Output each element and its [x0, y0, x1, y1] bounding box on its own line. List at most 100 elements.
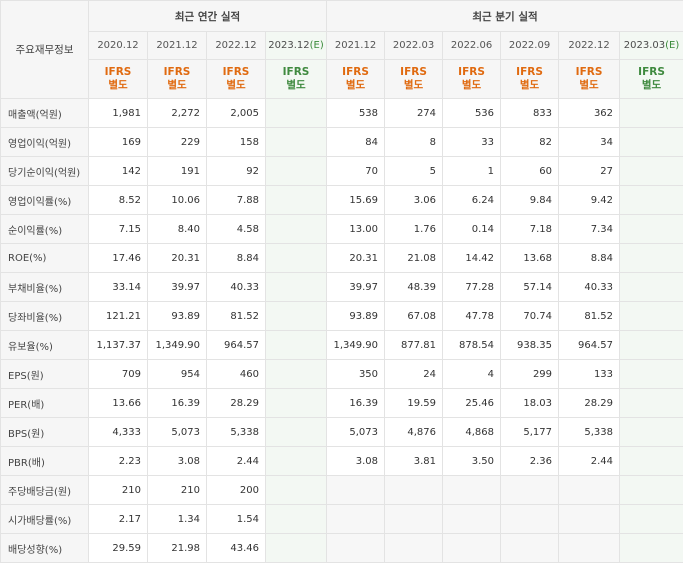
quarter-value-cell — [384, 533, 444, 563]
annual-value-cell — [264, 533, 328, 563]
ifrs-top-text: IFRS — [400, 66, 427, 78]
estimate-marker: (E) — [665, 40, 680, 51]
annual-value-cell — [264, 185, 328, 215]
annual-value-cell — [264, 127, 328, 157]
ifrs-top-text: IFRS — [342, 66, 369, 78]
row-label: 당기순이익(억원) — [0, 156, 89, 186]
annual-value-cell: 210 — [88, 475, 148, 505]
quarter-value-cell: 3.50 — [442, 446, 502, 476]
row-header: 주요재무정보 — [0, 0, 89, 99]
quarter-value-cell: 538 — [326, 98, 386, 128]
quarter-value-cell: 536 — [442, 98, 502, 128]
ifrs-top-text: IFRS — [163, 66, 191, 78]
row-label: 매출액(억원) — [0, 98, 89, 128]
quarter-value-cell — [500, 533, 560, 563]
quarter-period-header: 2022.06 — [442, 31, 502, 60]
quarter-value-cell: 274 — [384, 98, 444, 128]
table-row: 순이익률(%) 7.15 8.40 4.58 13.00 1.76 0.14 7.18 7.34 — [0, 214, 683, 244]
quarter-value-cell: 5,338 — [558, 417, 621, 447]
table-row: PBR(배) 2.23 3.08 2.44 3.08 3.81 3.50 2.36 2.44 — [0, 446, 683, 476]
annual-value-cell: 33.14 — [88, 272, 148, 302]
annual-value-cell: 39.97 — [147, 272, 207, 302]
quarter-value-cell: 6.24 — [442, 185, 502, 215]
quarter-value-cell: 21.08 — [384, 243, 444, 273]
quarter-value-cell: 350 — [326, 359, 386, 389]
quarter-value-cell — [500, 504, 560, 534]
quarter-value-cell: 7.34 — [558, 214, 621, 244]
annual-value-cell: 964.57 — [206, 330, 266, 360]
annual-value-cell: 169 — [88, 127, 148, 157]
quarter-value-cell: 2.36 — [500, 446, 560, 476]
row-label: 시가배당률(%) — [0, 504, 89, 534]
annual-value-cell: 81.52 — [206, 301, 266, 331]
quarter-value-cell: 93.89 — [326, 301, 386, 331]
ifrs-bottom-text: 별도 — [345, 79, 366, 91]
quarter-value-cell: 7.18 — [500, 214, 560, 244]
quarter-value-cell: 19.59 — [384, 388, 444, 418]
row-label: 배당성향(%) — [0, 533, 89, 563]
row-label: 주당배당금(원) — [0, 475, 89, 505]
annual-value-cell — [264, 475, 328, 505]
quarter-value-cell: 1,349.90 — [326, 330, 386, 360]
annual-value-cell — [264, 417, 328, 447]
ifrs-top-text: IFRS — [516, 66, 543, 78]
ifrs-bottom-text: 별도 — [461, 79, 482, 91]
quarter-period-header: 2022.03 — [384, 31, 444, 60]
quarter-value-cell: 964.57 — [558, 330, 621, 360]
ifrs-top-text: IFRS — [575, 66, 603, 78]
annual-value-cell — [264, 504, 328, 534]
ifrs-label: IFRS 별도 — [147, 59, 207, 99]
annual-value-cell: 142 — [88, 156, 148, 186]
quarter-value-cell — [619, 388, 683, 418]
ifrs-top-text: IFRS — [638, 66, 665, 78]
annual-value-cell: 93.89 — [147, 301, 207, 331]
quarter-value-cell — [619, 475, 683, 505]
annual-value-cell: 1,349.90 — [147, 330, 207, 360]
quarter-value-cell — [619, 417, 683, 447]
ifrs-bottom-text: 별도 — [226, 79, 246, 91]
quarter-value-cell: 40.33 — [558, 272, 621, 302]
quarter-value-cell: 133 — [558, 359, 621, 389]
quarter-value-cell — [619, 359, 683, 389]
row-label: 영업이익률(%) — [0, 185, 89, 215]
quarter-value-cell: 82 — [500, 127, 560, 157]
quarter-value-cell — [619, 243, 683, 273]
table-row: 영업이익률(%) 8.52 10.06 7.88 15.69 3.06 6.24 9.84 9.… — [0, 185, 683, 215]
quarter-value-cell — [326, 504, 386, 534]
quarter-value-cell — [558, 533, 621, 563]
annual-value-cell: 2.44 — [206, 446, 266, 476]
annual-value-cell: 28.29 — [206, 388, 266, 418]
annual-value-cell: 29.59 — [88, 533, 148, 563]
quarter-value-cell: 5,177 — [500, 417, 560, 447]
ifrs-label: IFRS 별도 — [558, 59, 621, 99]
quarter-value-cell: 77.28 — [442, 272, 502, 302]
annual-value-cell: 460 — [206, 359, 266, 389]
row-label: 부채비율(%) — [0, 272, 89, 302]
annual-value-cell: 13.66 — [88, 388, 148, 418]
row-label: PBR(배) — [0, 446, 89, 476]
quarter-value-cell: 39.97 — [326, 272, 386, 302]
quarter-value-cell — [619, 272, 683, 302]
quarter-value-cell: 70 — [326, 156, 386, 186]
table-row: EPS(원) 709 954 460 350 24 4 299 133 — [0, 359, 683, 389]
ifrs-label: IFRS 별도 — [206, 59, 266, 99]
annual-value-cell: 1,137.37 — [88, 330, 148, 360]
quarter-value-cell: 1 — [442, 156, 502, 186]
annual-value-cell: 8.40 — [147, 214, 207, 244]
ifrs-bottom-text: 별도 — [167, 79, 187, 91]
annual-value-cell: 191 — [147, 156, 207, 186]
quarter-value-cell: 16.39 — [326, 388, 386, 418]
quarter-value-cell — [326, 533, 386, 563]
quarter-value-cell: 5 — [384, 156, 444, 186]
annual-value-cell: 4,333 — [88, 417, 148, 447]
annual-value-cell: 3.08 — [147, 446, 207, 476]
annual-value-cell — [264, 98, 328, 128]
quarter-value-cell: 299 — [500, 359, 560, 389]
ifrs-bottom-text: 별도 — [579, 79, 599, 91]
annual-period-header: 2021.12 — [147, 31, 207, 60]
quarter-period-header: 2022.09 — [500, 31, 560, 60]
annual-period-header: 2022.12 — [206, 31, 266, 60]
quarter-value-cell — [500, 475, 560, 505]
quarter-group-header: 최근 분기 실적 — [326, 0, 683, 32]
table-row: 영업이익(억원) 169 229 158 84 8 33 82 34 — [0, 127, 683, 157]
